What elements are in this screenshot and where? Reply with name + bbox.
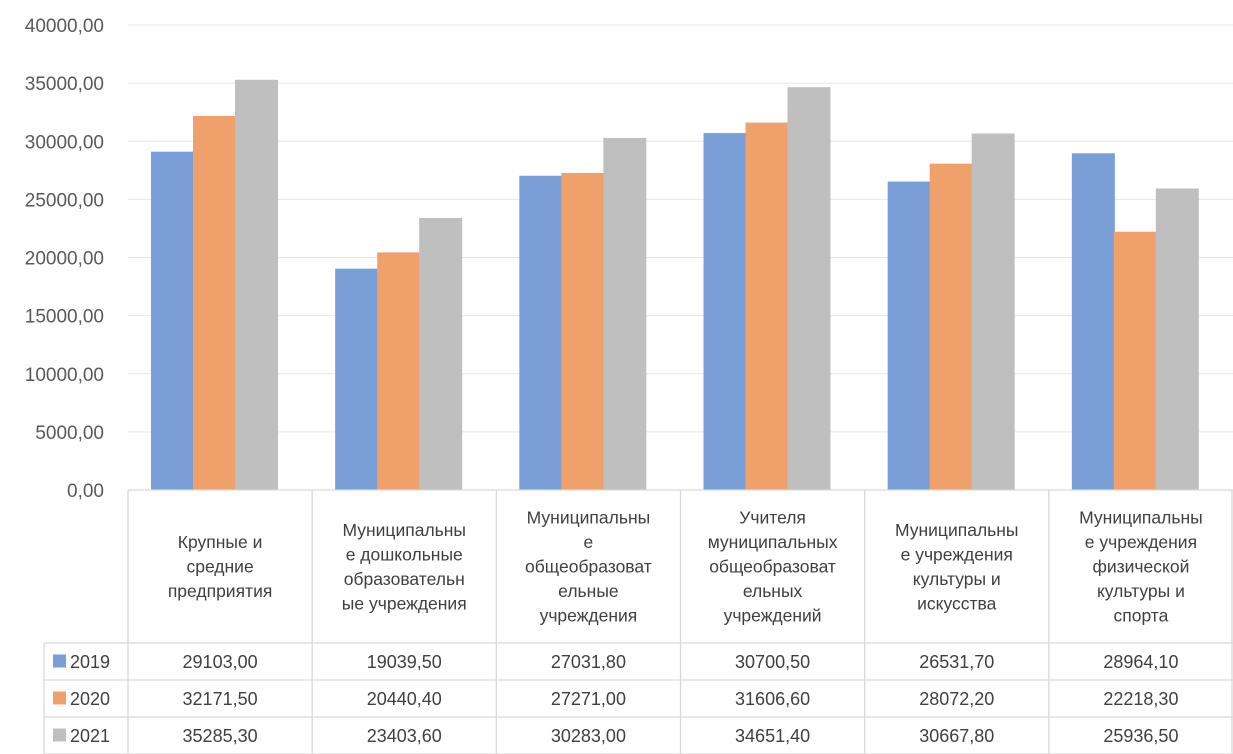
category-label: Муниципальны е учреждения физической культу… — [1079, 508, 1203, 626]
category-label: Муниципальны е общеобразоват ельные учрежден… — [525, 508, 652, 626]
legend-label-2021: 2021 — [70, 726, 110, 746]
bar-2020-4 — [929, 163, 973, 490]
bar-2021-3 — [787, 87, 831, 490]
legend-swatch-2019 — [53, 654, 66, 668]
data-cell: 19039,50 — [367, 652, 442, 672]
y-tick-label: 20000,00 — [25, 249, 104, 270]
bar-2019-5 — [1071, 153, 1115, 490]
y-tick-label: 35000,00 — [25, 74, 104, 95]
bar-2020-3 — [745, 122, 789, 490]
category-label-line: искусства — [917, 593, 997, 613]
category-label-line: учреждения — [540, 606, 638, 626]
category-label-line: культуры и — [1097, 581, 1185, 601]
y-tick-label: 10000,00 — [25, 365, 104, 386]
data-cell: 20440,40 — [367, 689, 442, 709]
category-label: Учителя муниципальных общеобразоват ельных у… — [708, 508, 838, 626]
data-cell: 28964,10 — [1103, 652, 1178, 672]
category-label-line: Учителя — [739, 508, 806, 528]
data-cell: 30700,50 — [735, 652, 810, 672]
bar-2019-3 — [703, 133, 747, 490]
category-label-line: общеобразоват — [709, 557, 836, 577]
category-label-line: средние — [186, 557, 253, 577]
category-label-line: ельных — [743, 581, 803, 601]
category-label-line: е дошкольные — [346, 544, 463, 564]
category-label-line: общеобразоват — [525, 557, 652, 577]
y-tick-label: 40000,00 — [25, 16, 104, 37]
y-tick-label: 0,00 — [67, 481, 104, 502]
category-label: Муниципальны е учреждения культуры и искусс… — [895, 520, 1019, 614]
bar-2021-5 — [1155, 188, 1199, 490]
data-cell: 35285,30 — [183, 726, 258, 746]
bar-2020-1 — [377, 252, 421, 490]
category-label-line: предприятия — [168, 581, 273, 601]
data-cell: 26531,70 — [919, 652, 994, 672]
legend-label-2020: 2020 — [70, 689, 110, 709]
category-label-line: Муниципальны — [895, 520, 1019, 540]
bars — [151, 79, 1199, 491]
gridlines — [128, 24, 1233, 433]
data-cell: 31606,60 — [735, 689, 810, 709]
bar-2021-0 — [235, 79, 278, 491]
data-cell: 30283,00 — [551, 726, 626, 746]
y-tick-label: 25000,00 — [25, 190, 104, 211]
category-label-line: е — [584, 532, 594, 552]
data-cell: 23403,60 — [367, 726, 442, 746]
category-label-line: учреждений — [724, 606, 822, 626]
category-label: Муниципальны е дошкольные образовательн ые … — [342, 520, 467, 614]
category-label-line: физической — [1092, 557, 1189, 577]
category-label-line: спорта — [1113, 606, 1168, 626]
bar-2020-2 — [561, 172, 605, 491]
legend-swatch-2021 — [53, 728, 66, 742]
bar-2020-0 — [193, 116, 236, 490]
data-table: Крупные и средние предприятия Муниципальны е… — [43, 489, 1233, 754]
category-label: Крупные и средние предприятия — [168, 532, 273, 601]
data-cell: 29103,00 — [183, 652, 258, 672]
data-cell: 22218,30 — [1103, 689, 1178, 709]
category-label-line: е учреждения — [1085, 532, 1197, 552]
category-label-line: Муниципальны — [527, 508, 651, 528]
y-axis: 0,00 5000,00 10000,00 15000,00 20000,00 25000… — [25, 16, 104, 502]
bar-2019-1 — [335, 268, 379, 490]
bar-2021-2 — [603, 137, 647, 490]
category-label-line: муниципальных — [708, 532, 838, 552]
data-cell: 28072,20 — [919, 689, 994, 709]
data-cell: 34651,40 — [735, 726, 810, 746]
category-label-line: ые учреждения — [342, 593, 467, 613]
category-label-line: культуры и — [913, 569, 1001, 589]
y-tick-label: 30000,00 — [25, 132, 104, 153]
data-cell: 25936,50 — [1103, 726, 1178, 746]
bar-2021-4 — [971, 133, 1015, 491]
bar-2019-0 — [151, 151, 194, 491]
data-cell: 27031,80 — [551, 652, 626, 672]
bar-2019-2 — [519, 175, 563, 491]
data-cell: 30667,80 — [919, 726, 994, 746]
y-tick-label: 15000,00 — [25, 307, 104, 328]
category-label-line: Муниципальны — [342, 520, 466, 540]
data-cell: 32171,50 — [183, 689, 258, 709]
legend-swatch-2020 — [53, 691, 66, 705]
bar-2019-4 — [887, 181, 931, 491]
category-label-line: Муниципальны — [1079, 508, 1203, 528]
data-cell: 27271,00 — [551, 689, 626, 709]
legend-label-2019: 2019 — [70, 652, 110, 672]
y-tick-label: 5000,00 — [35, 423, 104, 444]
category-label-line: ельные — [558, 581, 618, 601]
category-label-line: е учреждения — [901, 544, 1013, 564]
bar-2021-1 — [419, 217, 463, 490]
bar-2020-5 — [1113, 231, 1157, 490]
category-label-line: образовательн — [344, 569, 465, 589]
category-label-line: Крупные и — [178, 532, 263, 552]
